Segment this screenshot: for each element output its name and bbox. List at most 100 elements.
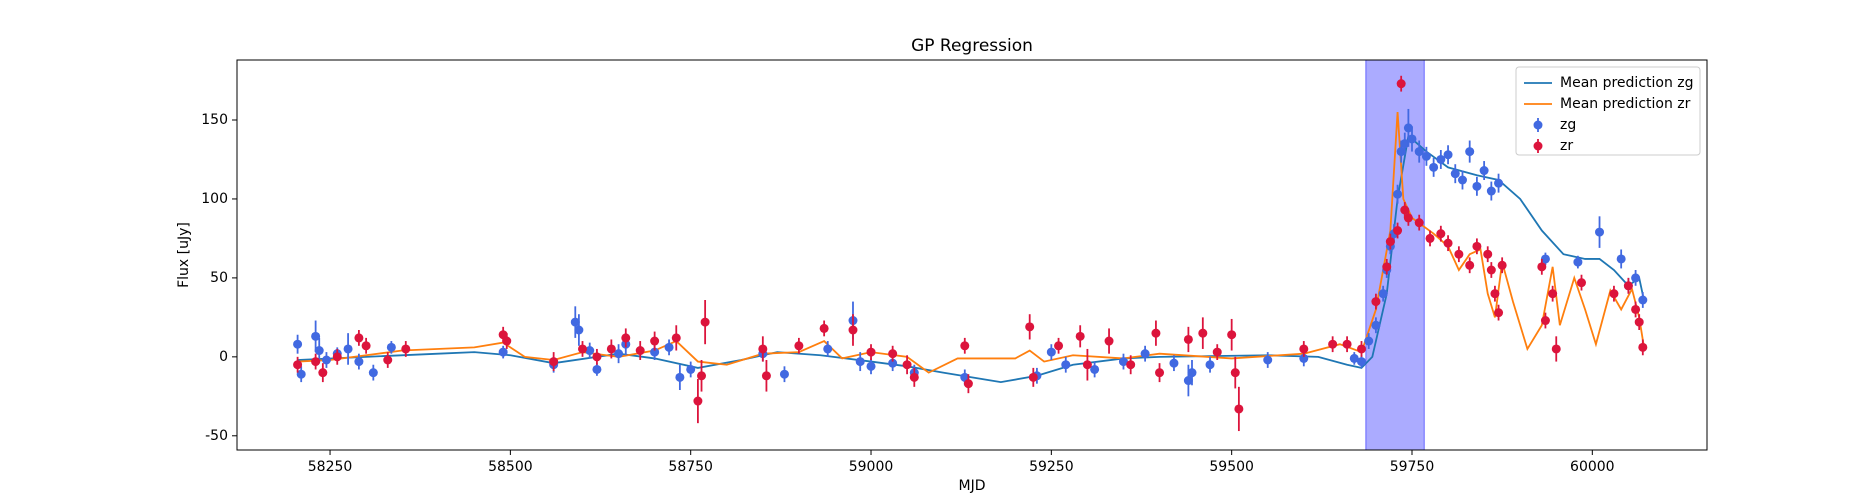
data-point [1609,289,1619,299]
data-point [1638,295,1648,305]
data-point [1046,347,1056,357]
data-point [1378,289,1388,299]
data-point [700,317,710,327]
y-tick-label: 150 [201,112,228,128]
data-point [960,341,970,351]
data-point [1479,166,1489,176]
data-point [1205,360,1215,370]
data-point [1328,339,1338,349]
y-tick-label: -50 [205,428,228,444]
y-axis-label: Flux [uJy] [176,222,192,288]
data-point [1548,289,1558,299]
data-point [1465,260,1475,270]
data-point [1126,360,1136,370]
data-point [1595,227,1605,237]
data-point [1187,368,1197,378]
data-point [1169,358,1179,368]
data-point [693,396,703,406]
data-point [1393,189,1403,199]
data-point [1450,169,1460,179]
data-point [909,372,919,382]
data-point [779,369,789,379]
data-point [650,336,660,346]
data-point [354,333,364,343]
chart-title: GP Regression [911,36,1033,56]
data-point [1429,162,1439,172]
data-point [686,364,696,374]
data-point [758,344,768,354]
legend-marker [1533,141,1543,151]
data-point [401,344,411,354]
legend-box [1515,66,1701,156]
data-point [1638,342,1648,352]
data-point [1490,289,1500,299]
data-point [1457,175,1467,185]
data-point [549,357,559,367]
legend-label: Mean prediction zg [1560,75,1694,91]
data-point [1396,147,1406,157]
data-point [1118,357,1128,367]
y-tick-label: 100 [201,191,228,207]
data-point [1342,339,1352,349]
data-point [1540,316,1550,326]
data-point [1400,139,1410,149]
y-tick-label: 0 [219,349,228,365]
x-tick-label: 58750 [668,459,713,475]
legend-label: zr [1560,138,1573,154]
data-point [1551,344,1561,354]
data-point [1414,147,1424,157]
data-point [1183,334,1193,344]
data-point [383,355,393,365]
data-point [1631,273,1641,283]
data-point [1576,278,1586,288]
data-point [1472,181,1482,191]
data-point [1494,308,1504,318]
data-point [1400,205,1410,215]
data-point [1407,134,1417,144]
data-point [332,352,342,362]
data-point [888,349,898,359]
data-point [1425,233,1435,243]
highlight-region [1365,59,1425,451]
data-point [1486,265,1496,275]
data-point [1403,213,1413,223]
data-point [343,344,353,354]
data-point [1540,254,1550,264]
data-point [1443,150,1453,160]
data-point [866,361,876,371]
data-point [585,346,595,356]
data-point [386,342,396,352]
data-point [1198,328,1208,338]
data-point [848,325,858,335]
data-point [368,368,378,378]
data-point [1356,357,1366,367]
data-point [1054,341,1064,351]
data-point [866,347,876,357]
data-point [697,371,707,381]
data-point [1212,347,1222,357]
data-point [592,364,602,374]
data-point [621,333,631,343]
x-tick-label: 59250 [1029,459,1074,475]
data-point [1140,349,1150,359]
data-point [1025,322,1035,332]
data-point [1349,353,1359,363]
data-point [1465,147,1475,157]
data-point [574,325,584,335]
data-point [354,357,364,367]
legend-marker [1533,120,1543,130]
data-point [318,368,328,378]
data-point [321,355,331,365]
data-point [1537,262,1547,272]
data-point [1299,344,1309,354]
data-point [1631,304,1641,314]
data-point [1393,226,1403,236]
data-point [1090,364,1100,374]
x-tick-label: 59000 [849,459,894,475]
data-point [1623,281,1633,291]
data-point [823,344,833,354]
x-tick-label: 59750 [1390,459,1435,475]
data-point [1497,260,1507,270]
plot-area [293,75,1648,432]
